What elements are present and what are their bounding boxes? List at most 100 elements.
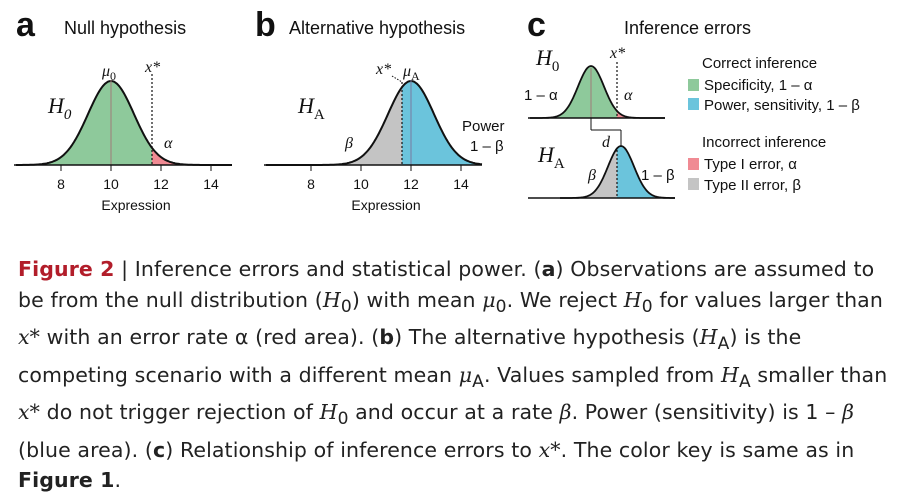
legend-type2: Type II error, β bbox=[704, 177, 801, 194]
caption-text: Inference errors and statistical power. … bbox=[134, 257, 542, 281]
caption-subscript: 0 bbox=[495, 296, 507, 317]
panel-c-h0-type1-area bbox=[617, 111, 665, 118]
caption-text: ) Relationship of inference errors to bbox=[165, 437, 539, 462]
caption-symbol: μ bbox=[482, 287, 496, 312]
panel-c-ha-type2-area bbox=[560, 148, 617, 198]
legend-incorrect-header: Incorrect inference bbox=[702, 134, 826, 151]
panel-b-power-label: Power bbox=[462, 118, 505, 135]
caption-text: . The color key is same as in bbox=[560, 437, 855, 462]
caption-symbol: x* bbox=[538, 437, 561, 462]
panel-c-title: Inference errors bbox=[624, 18, 751, 38]
panel-b-tick-10: 10 bbox=[353, 176, 369, 192]
panel-a-title: Null hypothesis bbox=[64, 18, 186, 38]
panel-c-xstar-label: x* bbox=[609, 45, 625, 62]
panel-b-ha-label: HA bbox=[297, 93, 325, 123]
panel-b-beta-label: β bbox=[344, 135, 353, 152]
panel-c-letter: c bbox=[527, 6, 546, 44]
panel-c-alpha-label: α bbox=[624, 87, 633, 104]
panel-a: a Null hypothesis 8 10 12 14 Expression … bbox=[14, 6, 232, 213]
caption-text: with an error rate α (red area). ( bbox=[40, 325, 380, 350]
caption-text: ) is the competing scenario with a diffe… bbox=[18, 325, 802, 387]
caption-text: ) Observations are assumed to be from th… bbox=[18, 257, 875, 312]
panel-b-ticks bbox=[310, 165, 462, 171]
caption-text: smaller than bbox=[750, 362, 888, 387]
caption-subscript: 0 bbox=[641, 296, 653, 317]
panel-c-one-minus-beta: 1 – β bbox=[641, 167, 675, 184]
panel-b-xlabel: Expression bbox=[351, 197, 420, 213]
panel-c-ha-label: HA bbox=[537, 142, 565, 172]
caption-ref-c: c bbox=[152, 437, 166, 462]
panel-a-alpha-label: α bbox=[164, 135, 173, 152]
caption-text: . We reject bbox=[506, 287, 624, 312]
panel-a-ticks bbox=[60, 165, 212, 171]
caption-text: ) The alternative hypothesis ( bbox=[394, 325, 700, 350]
caption-subscript: 0 bbox=[337, 409, 349, 430]
figure-2-graphic: a Null hypothesis 8 10 12 14 Expression … bbox=[14, 6, 860, 213]
panel-a-tick-14: 14 bbox=[203, 176, 219, 192]
panel-a-h0-label: H0 bbox=[47, 93, 72, 123]
panel-c-beta-label: β bbox=[587, 167, 596, 184]
panel-b-type2-area bbox=[266, 87, 402, 165]
legend-swatch-type2 bbox=[688, 178, 699, 190]
caption-symbol: x* bbox=[18, 400, 41, 425]
panel-c: c Inference errors H0 x* 1 – α α d HA β … bbox=[524, 6, 860, 199]
panel-b-power-area bbox=[402, 81, 482, 165]
panel-c-d-label: d bbox=[602, 134, 611, 151]
legend-power: Power, sensitivity, 1 – β bbox=[704, 97, 860, 114]
caption-ref-b: b bbox=[379, 325, 395, 350]
panel-a-xlabel: Expression bbox=[101, 197, 170, 213]
figure-caption: Figure 2 | Inference errors and statisti… bbox=[18, 254, 888, 496]
panel-c-h0-specificity-area bbox=[530, 66, 617, 118]
caption-ref-figure-1: Figure 1 bbox=[18, 468, 115, 493]
caption-symbol: β bbox=[842, 400, 855, 425]
panel-a-type1-area bbox=[152, 147, 232, 165]
panel-a-mu0-label: μ0 bbox=[101, 63, 116, 83]
panel-a-letter: a bbox=[16, 6, 36, 44]
caption-symbol: H bbox=[623, 287, 642, 312]
caption-text: for values larger than bbox=[652, 287, 883, 312]
caption-separator: | bbox=[114, 257, 135, 281]
panel-a-xstar-label: x* bbox=[144, 59, 160, 76]
panel-b-mua-label: μA bbox=[402, 63, 420, 83]
panel-c-ha-power-area bbox=[617, 146, 675, 198]
caption-symbol: H bbox=[322, 287, 341, 312]
panel-c-one-minus-alpha: 1 – α bbox=[524, 87, 558, 104]
panel-b-title: Alternative hypothesis bbox=[289, 18, 465, 38]
panel-c-legend: Correct inference Specificity, 1 – α Pow… bbox=[688, 55, 860, 194]
caption-subscript: A bbox=[738, 371, 751, 392]
caption-subscript: A bbox=[717, 334, 730, 355]
panel-b-power-formula: 1 – β bbox=[470, 138, 504, 155]
caption-figure-label: Figure 2 bbox=[18, 257, 115, 281]
panel-a-tick-8: 8 bbox=[57, 176, 65, 192]
legend-swatch-specificity bbox=[688, 79, 699, 91]
caption-text: ) with mean bbox=[351, 287, 483, 312]
caption-text: do not trigger rejection of bbox=[40, 400, 320, 425]
legend-type1: Type I error, α bbox=[704, 156, 797, 173]
panel-b-letter: b bbox=[255, 6, 276, 44]
panel-b-xstar-label: x* bbox=[375, 61, 391, 78]
legend-swatch-type1 bbox=[688, 158, 699, 170]
legend-specificity: Specificity, 1 – α bbox=[704, 77, 813, 94]
panel-b-xstar-pointer bbox=[391, 75, 403, 83]
caption-ref-a: a bbox=[541, 257, 556, 281]
caption-text: . bbox=[114, 468, 122, 493]
caption-text: (blue area). ( bbox=[18, 437, 153, 462]
panel-b-tick-8: 8 bbox=[307, 176, 315, 192]
caption-subscript: A bbox=[472, 371, 484, 392]
caption-text: and occur at a rate bbox=[348, 400, 560, 425]
caption-symbol: H bbox=[720, 362, 739, 387]
panel-c-h0-label: H0 bbox=[535, 45, 559, 75]
caption-symbol: H bbox=[699, 325, 718, 350]
caption-text: . Power (sensitivity) is 1 – bbox=[571, 400, 843, 425]
caption-symbol: H bbox=[319, 400, 338, 425]
panel-b-tick-14: 14 bbox=[453, 176, 469, 192]
caption-subscript: 0 bbox=[340, 296, 352, 317]
panel-b-tick-12: 12 bbox=[403, 176, 419, 192]
legend-correct-header: Correct inference bbox=[702, 55, 817, 72]
panel-a-tick-12: 12 bbox=[153, 176, 169, 192]
caption-symbol: β bbox=[559, 400, 572, 425]
caption-symbol: μ bbox=[458, 362, 473, 387]
caption-text: . Values sampled from bbox=[483, 362, 721, 387]
legend-swatch-power bbox=[688, 98, 699, 110]
panel-b: b Alternative hypothesis 8 10 12 14 Expr… bbox=[255, 6, 505, 213]
